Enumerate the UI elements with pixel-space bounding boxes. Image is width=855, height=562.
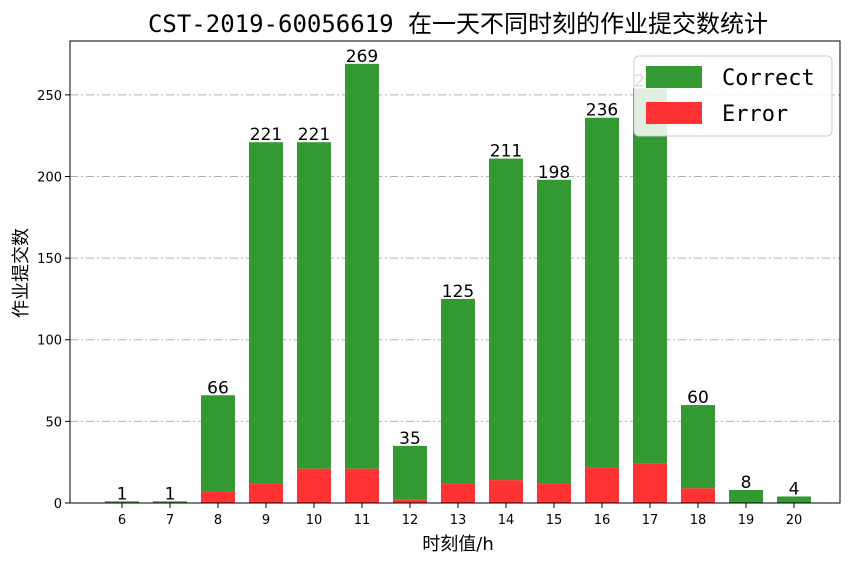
bar-error-12 xyxy=(393,499,427,503)
bar-error-9 xyxy=(249,483,283,503)
legend-swatch-error xyxy=(646,102,702,124)
data-label-16: 236 xyxy=(586,101,618,121)
legend: Correct Error xyxy=(633,55,833,137)
bar-correct-18 xyxy=(681,405,715,489)
legend-label-error: Error xyxy=(722,102,788,127)
x-tick-label: 19 xyxy=(738,513,755,528)
x-tick-label: 7 xyxy=(166,513,174,528)
data-label-12: 35 xyxy=(399,429,421,449)
x-tick-label: 9 xyxy=(262,513,270,528)
bar-correct-12 xyxy=(393,445,427,500)
y-tick-label: 250 xyxy=(37,89,62,104)
y-tick-label: 50 xyxy=(45,415,62,430)
bar-error-15 xyxy=(537,483,571,503)
data-label-19: 8 xyxy=(741,473,752,493)
x-tick-label: 18 xyxy=(690,513,707,528)
bar-correct-16 xyxy=(585,117,619,468)
bar-error-16 xyxy=(585,467,619,503)
legend-swatch-correct xyxy=(646,66,702,88)
bar-error-11 xyxy=(345,468,379,503)
data-label-18: 60 xyxy=(687,388,709,408)
x-tick-label: 12 xyxy=(402,513,419,528)
x-tick-label: 6 xyxy=(118,513,126,528)
y-tick-label: 150 xyxy=(37,252,62,267)
x-tick-label: 8 xyxy=(214,513,222,528)
data-label-10: 221 xyxy=(298,125,330,145)
bars xyxy=(105,63,811,503)
bar-correct-17 xyxy=(633,88,667,464)
x-tick-label: 17 xyxy=(642,513,659,528)
bar-correct-8 xyxy=(201,395,235,492)
chart-title: CST-2019-60056619 在一天不同时刻的作业提交数统计 xyxy=(148,10,768,38)
legend-label-correct: Correct xyxy=(722,66,815,91)
bar-correct-19 xyxy=(729,489,763,503)
bar-error-18 xyxy=(681,488,715,503)
bar-correct-15 xyxy=(537,179,571,484)
data-label-8: 66 xyxy=(207,378,229,398)
x-tick-label: 13 xyxy=(450,513,467,528)
x-axis-label: 时刻值/h xyxy=(422,534,493,555)
bar-error-8 xyxy=(201,491,235,503)
data-label-15: 198 xyxy=(538,163,570,183)
x-tick-label: 14 xyxy=(498,513,515,528)
bar-error-14 xyxy=(489,480,523,503)
data-label-13: 125 xyxy=(442,282,474,302)
x-tick-label: 20 xyxy=(786,513,803,528)
bar-correct-14 xyxy=(489,158,523,481)
bar-correct-20 xyxy=(777,496,811,503)
bar-error-13 xyxy=(441,483,475,503)
y-axis-label: 作业提交数 xyxy=(11,228,32,318)
x-tick-label: 10 xyxy=(306,513,323,528)
bar-correct-10 xyxy=(297,142,331,469)
data-label-20: 4 xyxy=(789,479,800,499)
y-tick-label: 0 xyxy=(54,497,62,512)
y-tick-label: 200 xyxy=(37,170,62,185)
y-tick-label: 100 xyxy=(37,334,62,349)
data-label-6: 1 xyxy=(117,484,128,504)
bar-error-17 xyxy=(633,463,667,503)
bar-correct-9 xyxy=(249,142,283,484)
plot-frame xyxy=(69,40,841,504)
bar-correct-6 xyxy=(105,501,139,503)
x-tick-label: 16 xyxy=(594,513,611,528)
data-label-14: 211 xyxy=(490,142,522,162)
data-label-7: 1 xyxy=(165,484,176,504)
x-tick-label: 11 xyxy=(354,513,371,528)
x-tick-label: 15 xyxy=(546,513,563,528)
data-labels: 1166221221269351252111982362546084 xyxy=(117,47,800,505)
bar-error-10 xyxy=(297,468,331,503)
data-label-11: 269 xyxy=(346,47,378,67)
bar-correct-11 xyxy=(345,63,379,469)
bar-correct-13 xyxy=(441,298,475,484)
bar-correct-7 xyxy=(153,501,187,503)
data-label-9: 221 xyxy=(250,125,282,145)
